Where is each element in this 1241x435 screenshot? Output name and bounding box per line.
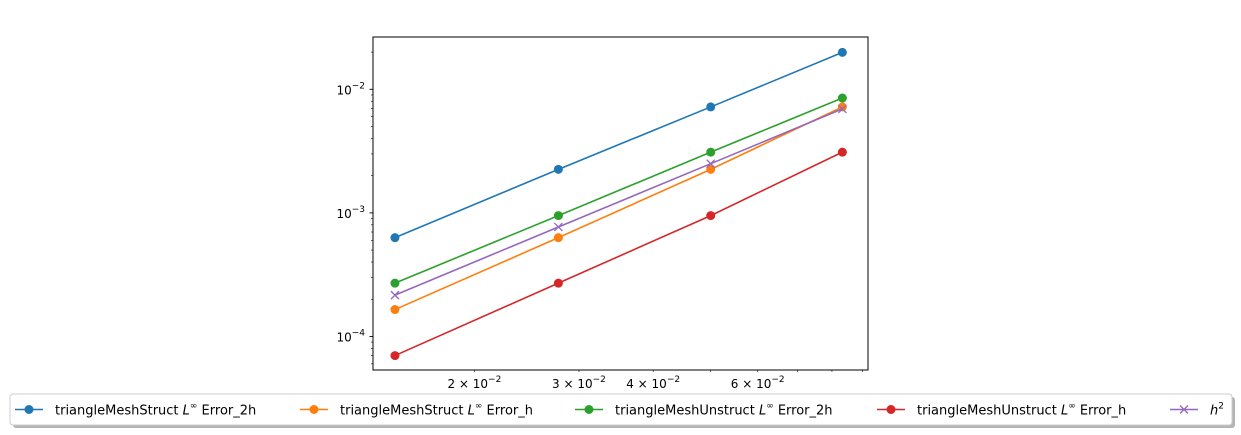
data-point — [553, 233, 563, 243]
legend-label: triangleMeshUnstruct L∞ Error_h — [917, 402, 1126, 419]
data-point — [837, 93, 847, 103]
legend-marker — [309, 405, 319, 414]
plot-area-frame — [372, 36, 869, 371]
series-line — [394, 108, 843, 296]
data-point — [837, 147, 847, 157]
legend-marker — [886, 405, 896, 414]
data-point — [553, 211, 563, 221]
legend-item-5: h2 — [1170, 402, 1224, 419]
plot-marks — [390, 47, 847, 361]
data-point — [390, 305, 400, 315]
series-3 — [390, 93, 847, 288]
data-point — [706, 102, 716, 112]
x-tick-label: 6 × 10−2 — [731, 375, 785, 391]
data-point — [837, 104, 847, 114]
data-point — [390, 351, 400, 361]
legend-label: triangleMeshStruct L∞ Error_h — [340, 402, 533, 419]
series-5 — [390, 104, 847, 300]
y-tick-label: 10−3 — [336, 205, 365, 221]
data-point — [553, 222, 563, 232]
legend-label: h2 — [1210, 402, 1224, 419]
legend-item-2: triangleMeshStruct L∞ Error_h — [300, 402, 533, 419]
legend-item-3: triangleMeshUnstruct L∞ Error_2h — [575, 402, 833, 419]
data-point — [706, 211, 716, 221]
legend-marker — [1179, 405, 1189, 414]
data-point — [706, 147, 716, 157]
y-tick-label: 10−2 — [336, 81, 365, 97]
legend-item-1: triangleMeshStruct L∞ Error_2h — [15, 402, 256, 419]
y-tick-label: 10−4 — [336, 328, 365, 344]
data-point — [706, 164, 716, 174]
legend-marker — [24, 405, 34, 414]
x-tick-label: 4 × 10−2 — [626, 375, 680, 391]
legend-label: triangleMeshUnstruct L∞ Error_2h — [615, 402, 833, 419]
x-axis: 2 × 10−2 3 × 10−2 4 × 10−2 6 × 10−2 — [447, 370, 863, 391]
series-line — [394, 151, 843, 357]
series-line — [394, 97, 843, 284]
legend-label: triangleMeshStruct L∞ Error_2h — [55, 402, 256, 419]
series-4 — [390, 147, 847, 361]
data-point — [706, 159, 716, 169]
series-1 — [390, 47, 847, 243]
y-axis: 10−4 10−3 10−2 — [336, 51, 373, 365]
series-line — [394, 106, 843, 311]
legend-item-4: triangleMeshUnstruct L∞ Error_h — [877, 402, 1126, 419]
data-point — [553, 278, 563, 288]
series-2 — [390, 102, 847, 315]
data-point — [390, 233, 400, 243]
x-tick-label: 2 × 10−2 — [447, 375, 501, 391]
series-line — [394, 51, 843, 239]
data-point — [553, 164, 563, 174]
legend-marker — [584, 405, 594, 414]
legend: triangleMeshStruct L∞ Error_2h triangleMe… — [9, 393, 1235, 428]
x-tick-label: 3 × 10−2 — [552, 375, 606, 391]
data-point — [390, 278, 400, 288]
data-point — [837, 47, 847, 57]
legend-box — [9, 393, 1233, 426]
data-point — [390, 290, 400, 300]
